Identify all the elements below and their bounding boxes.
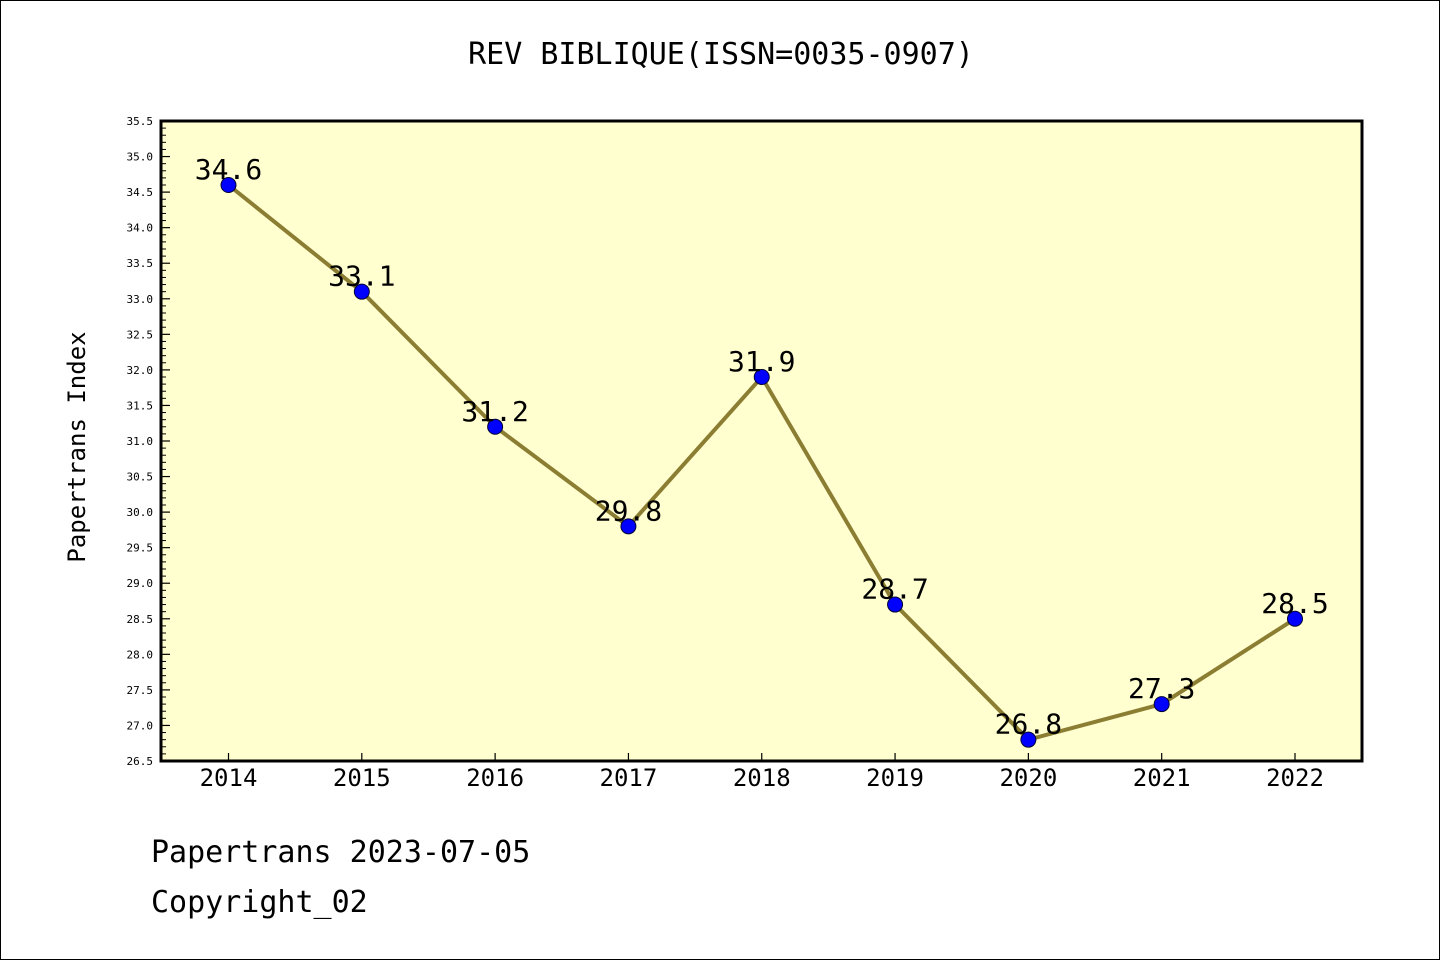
y-tick-label: 31.0 (127, 435, 154, 448)
data-points (220, 177, 1303, 748)
data-point (1020, 731, 1037, 748)
data-point (753, 369, 770, 385)
x-tick-label: 2017 (600, 764, 658, 792)
y-tick-label: 34.5 (127, 186, 154, 199)
footer-copyright: Copyright_02 (151, 885, 368, 920)
data-label: 29.8 (595, 494, 662, 527)
y-tick-label: 29.5 (127, 542, 154, 555)
footer-date: Papertrans 2023-07-05 (151, 835, 531, 870)
data-point (353, 283, 370, 300)
x-axis: 2014 2015 2016 2017 2018 2019 2020 2021 2022 (200, 753, 1324, 792)
x-tick-label: 2016 (466, 764, 524, 792)
y-axis-label: Papertrans Index (63, 331, 91, 562)
data-point (1287, 610, 1303, 627)
data-point (220, 177, 237, 193)
y-tick-label: 30.5 (127, 471, 154, 484)
data-label: 33.1 (328, 260, 395, 293)
data-labels: 34.6 33.1 31.2 29.8 31.9 28.7 26.8 27.3 28.5 (195, 153, 1329, 741)
data-label: 31.2 (461, 395, 528, 428)
data-label: 26.8 (995, 708, 1062, 741)
data-label: 31.9 (728, 345, 795, 378)
data-point (887, 596, 904, 613)
y-tick-label: 29.0 (127, 577, 154, 590)
y-tick-label: 28.0 (127, 648, 154, 661)
x-tick-label: 2019 (866, 764, 924, 792)
x-tick-label: 2018 (733, 764, 791, 792)
data-point (620, 518, 637, 535)
y-tick-label: 30.0 (127, 506, 154, 519)
data-label: 34.6 (195, 153, 262, 186)
y-tick-label: 31.5 (127, 399, 154, 412)
y-tick-label: 33.0 (127, 293, 154, 306)
data-label: 27.3 (1128, 672, 1195, 705)
x-tick-label: 2020 (999, 764, 1057, 792)
chart-title: REV BIBLIQUE(ISSN=0035-0907) (468, 37, 974, 72)
x-tick-label: 2022 (1266, 764, 1324, 792)
y-tick-label: 35.0 (127, 151, 154, 164)
y-tick-label: 26.5 (127, 755, 154, 768)
y-tick-label: 27.5 (127, 684, 154, 697)
data-point (1153, 696, 1170, 713)
y-tick-label: 32.5 (127, 328, 154, 341)
y-axis: 26.5 27.0 27.5 28.0 28.5 29.0 29.5 30.0 30.5 31.0… (127, 115, 170, 768)
plot-area (159, 119, 1364, 763)
y-tick-label: 33.5 (127, 257, 154, 270)
x-tick-label: 2021 (1133, 764, 1191, 792)
data-point (487, 418, 504, 435)
x-tick-label: 2014 (200, 764, 258, 792)
y-tick-label: 27.0 (127, 719, 154, 732)
data-label: 28.7 (861, 573, 928, 606)
y-tick-label: 28.5 (127, 613, 154, 626)
y-tick-label: 32.0 (127, 364, 154, 377)
x-tick-label: 2015 (333, 764, 391, 792)
y-tick-label: 34.0 (127, 222, 154, 235)
y-tick-label: 35.5 (127, 115, 154, 128)
data-label: 28.5 (1261, 587, 1328, 620)
